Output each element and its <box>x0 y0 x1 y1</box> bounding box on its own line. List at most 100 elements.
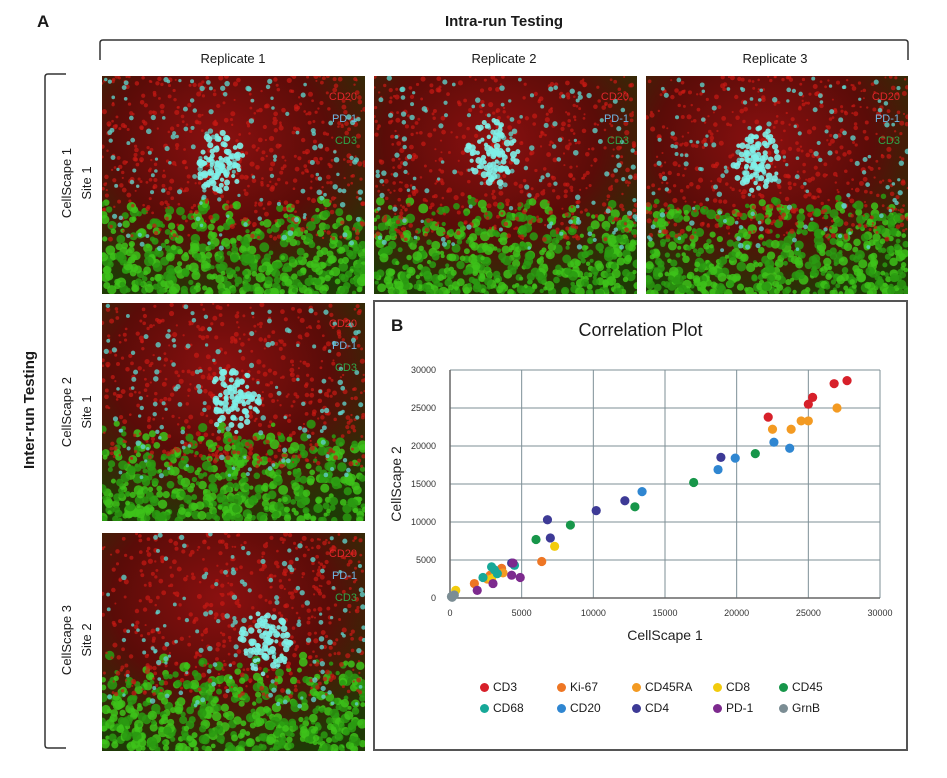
stain-label-pd1: PD-1 <box>331 113 357 125</box>
stain-legend: CD20 PD-1 CD3 <box>601 86 629 152</box>
y-tick-label: 10000 <box>411 517 436 527</box>
data-point <box>537 556 547 567</box>
legend-label: CD45 <box>792 680 823 694</box>
stain-legend: CD20 PD-1 CD3 <box>329 543 357 609</box>
legend-label: CD8 <box>726 680 751 694</box>
row-label-3-line2: Site 2 <box>79 623 94 657</box>
data-point <box>713 464 723 475</box>
x-axis-label: CellScape 1 <box>627 627 703 643</box>
data-point <box>808 392 818 402</box>
legend-label: CD45RA <box>645 680 693 694</box>
panel-b-letter: B <box>391 316 404 335</box>
x-tick-label: 0 <box>447 608 452 618</box>
legend-marker-icon <box>480 704 489 713</box>
legend-item-grnb: GrnB <box>779 701 820 715</box>
stain-label-cd20: CD20 <box>328 91 357 103</box>
legend-label: CD20 <box>570 701 601 715</box>
series-cd45 <box>531 449 760 545</box>
data-point <box>630 502 640 512</box>
x-tick-label: 15000 <box>652 608 677 618</box>
intra-run-title: Intra-run Testing <box>444 13 564 30</box>
data-point <box>785 443 795 453</box>
series-cd3 <box>763 376 852 422</box>
data-point <box>803 416 813 426</box>
data-point <box>591 506 601 516</box>
data-point <box>478 572 488 583</box>
data-point <box>545 533 555 543</box>
data-point <box>832 403 842 413</box>
row-label-1: CellScape 1 Site 1 <box>57 83 97 283</box>
data-point <box>447 592 457 602</box>
legend-item-cd8: CD8 <box>713 680 750 694</box>
chart-title: Correlation Plot <box>578 320 703 340</box>
microscopy-image-r1-rep2: CD20 PD-1 CD3 <box>374 76 637 294</box>
microscopy-texture <box>102 303 365 521</box>
legend-item-pd1: PD-1 <box>713 701 753 715</box>
series-pd1 <box>472 558 525 595</box>
microscopy-texture <box>646 76 908 294</box>
y-tick-label: 25000 <box>411 403 436 413</box>
microscopy-texture <box>102 533 365 751</box>
stain-legend: CD20 PD-1 CD3 <box>872 86 900 152</box>
y-tick-label: 20000 <box>411 441 436 451</box>
data-point <box>689 477 699 488</box>
legend-item-cd4: CD4 <box>632 701 669 715</box>
legend-item-cd3: CD3 <box>480 680 517 694</box>
stain-label-pd1: PD-1 <box>603 113 629 125</box>
series-grnb <box>446 590 459 602</box>
scatter-plot: 0 5000 10000 15000 20000 25000 30000 0 5000 10000… <box>388 365 893 643</box>
row-label-2-line2: Site 1 <box>79 395 94 429</box>
panel-a-letter: A <box>37 12 50 31</box>
data-point <box>565 520 575 530</box>
data-point <box>786 424 796 434</box>
microscopy-image-r3-rep1: CD20 PD-1 CD3 <box>102 533 365 751</box>
correlation-plot-panel: B Correlation Plot 0 5000 10000 15000 20000 2… <box>373 300 908 751</box>
legend-item-cd45: CD45 <box>779 680 823 694</box>
legend-label: Ki-67 <box>570 680 599 694</box>
data-point <box>550 541 560 551</box>
inter-run-title: Inter-run Testing <box>21 350 38 470</box>
data-point <box>507 570 517 580</box>
microscopy-image-r2-rep1: CD20 PD-1 CD3 <box>102 303 365 521</box>
stain-label-cd3: CD3 <box>334 592 357 604</box>
x-tick-label: 5000 <box>512 608 532 618</box>
stain-label-pd1: PD-1 <box>331 570 357 582</box>
stain-label-cd20: CD20 <box>871 91 900 103</box>
y-tick-label: 5000 <box>416 555 436 565</box>
legend-label: CD4 <box>645 701 670 715</box>
data-point <box>620 496 630 506</box>
legend-marker-icon <box>779 683 788 692</box>
data-point <box>750 449 760 459</box>
stain-legend: CD20 PD-1 CD3 <box>329 313 357 379</box>
data-point <box>472 585 482 595</box>
series-cd20 <box>637 437 795 497</box>
stain-label-cd20: CD20 <box>328 318 357 330</box>
stain-label-cd3: CD3 <box>334 135 357 147</box>
data-point <box>829 379 839 389</box>
row-label-2-line1: CellScape 2 <box>59 376 74 448</box>
legend-label: CD3 <box>493 680 518 694</box>
replicate-2-label: Replicate 2 <box>471 51 537 66</box>
microscopy-texture <box>102 76 365 294</box>
row-label-1-line1: CellScape 1 <box>59 147 74 219</box>
stain-label-cd20: CD20 <box>328 548 357 560</box>
stain-legend: CD20 PD-1 CD3 <box>329 86 357 152</box>
legend-marker-icon <box>557 704 566 713</box>
x-tick-label: 25000 <box>796 608 821 618</box>
stain-label-cd3: CD3 <box>606 135 629 147</box>
legend-item-cd45ra: CD45RA <box>632 680 692 694</box>
legend-label: GrnB <box>792 701 821 715</box>
legend-marker-icon <box>713 683 722 692</box>
stain-label-cd3: CD3 <box>877 135 900 147</box>
x-tick-label: 10000 <box>581 608 606 618</box>
legend-marker-icon <box>632 683 641 692</box>
data-point <box>637 487 647 497</box>
stain-label-pd1: PD-1 <box>874 113 900 125</box>
legend-marker-icon <box>480 683 489 692</box>
row-label-2: CellScape 2 Site 1 <box>57 312 97 512</box>
legend-label: CD68 <box>493 701 524 715</box>
data-point <box>796 416 806 426</box>
row-label-1-line2: Site 1 <box>79 166 94 200</box>
replicate-3-label: Replicate 3 <box>742 51 808 66</box>
row-label-3-line1: CellScape 3 <box>59 604 74 676</box>
